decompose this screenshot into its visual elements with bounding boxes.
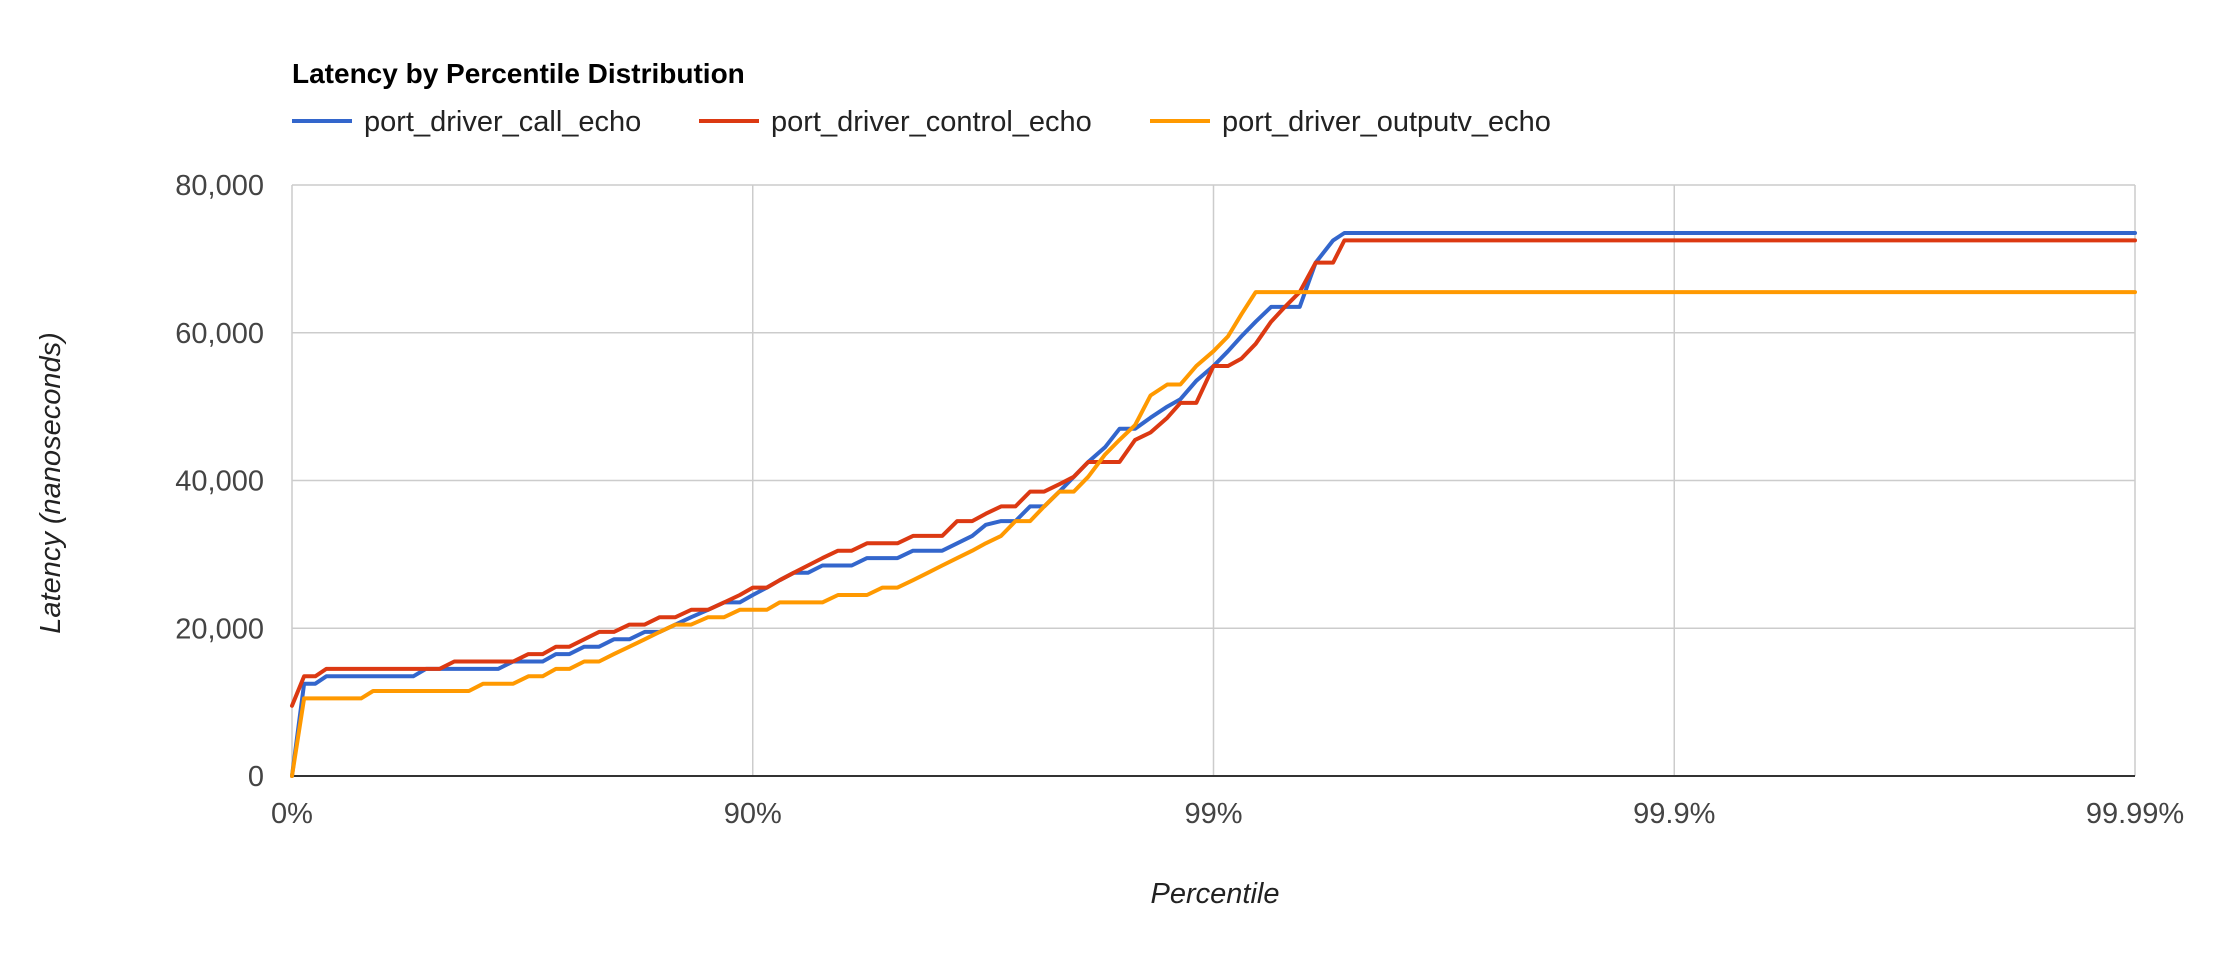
series-line-port-driver-control-echo [290,238,2137,708]
x-tick-label: 99% [1184,798,1242,830]
y-axis-title: Latency (nanoseconds) [35,332,67,633]
x-tick-label: 99.99% [2086,798,2184,830]
series-line-port-driver-outputv-echo [290,290,2137,778]
series-lines [290,231,2137,778]
chart-title: Latency by Percentile Distribution [292,58,745,89]
x-tick-label: 99.9% [1633,798,1715,830]
legend-label: port_driver_call_echo [364,106,641,138]
legend: port_driver_call_echo port_driver_control… [292,106,1551,138]
x-tick-label: 0% [271,798,313,830]
x-axis-ticks: 0% 90% 99% 99.9% 99.99% [271,798,2184,830]
legend-label: port_driver_control_echo [771,106,1092,138]
grid [291,184,2136,777]
x-axis-title: Percentile [1151,878,1280,910]
y-tick-label: 60,000 [175,318,264,350]
y-tick-label: 0 [248,761,264,793]
y-tick-label: 20,000 [175,613,264,645]
y-axis-ticks: 0 20,000 40,000 60,000 80,000 [175,170,264,793]
y-tick-label: 40,000 [175,466,264,498]
legend-label: port_driver_outputv_echo [1222,106,1551,138]
y-tick-label: 80,000 [175,170,264,202]
x-tick-label: 90% [724,798,782,830]
